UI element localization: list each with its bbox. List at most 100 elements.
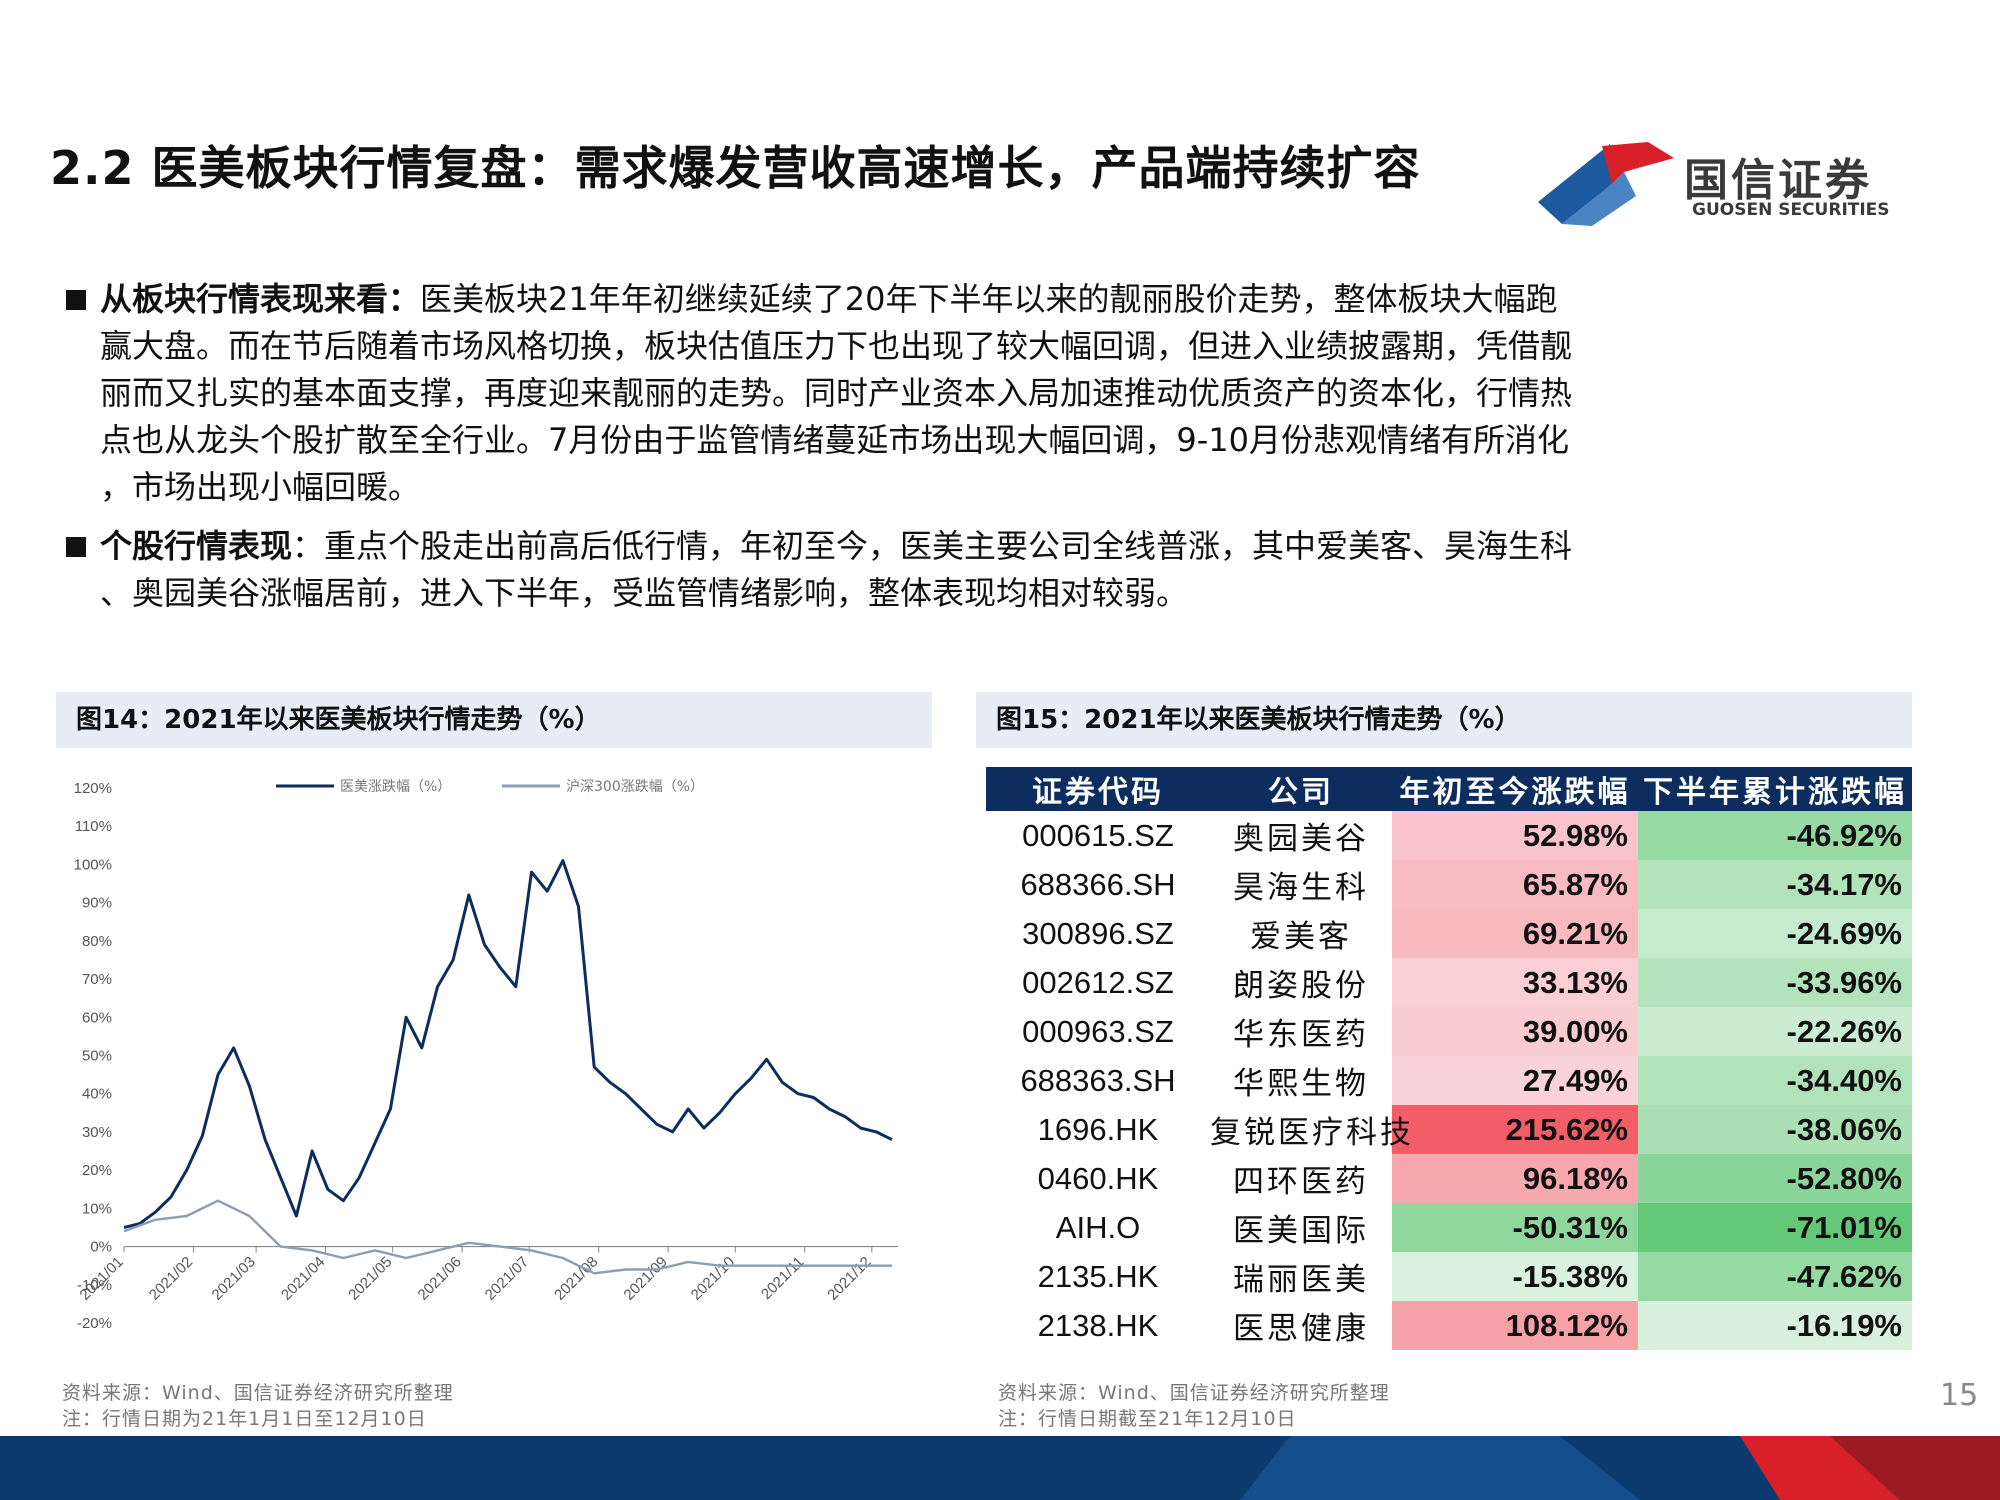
cell-ytd: -15.38%: [1392, 1252, 1638, 1301]
bullet-list: 从板块行情表现来看：医美板块21年年初继续延续了20年下半年以来的靓丽股价走势，…: [62, 276, 1902, 629]
cell-code: 300896.SZ: [1022, 915, 1174, 951]
cell-company: 昊海生科: [1233, 870, 1369, 906]
header-company: 公司: [1210, 767, 1392, 811]
fig14-source: 资料来源：Wind、国信证券经济研究所整理: [62, 1382, 454, 1404]
bullet-line: 、奥园美谷涨幅居前，进入下半年，受监管情绪影响，整体表现均相对较弱。: [100, 574, 1189, 612]
cell-company: 瑞丽医美: [1233, 1262, 1369, 1298]
cell-company: 华东医药: [1233, 1017, 1369, 1053]
table-row: 2138.HK 医思健康 108.12% -16.19%: [986, 1301, 1912, 1350]
page-number: 15: [1940, 1378, 1979, 1413]
bullet-sector-performance: 从板块行情表现来看：医美板块21年年初继续延续了20年下半年以来的靓丽股价走势，…: [62, 276, 1902, 511]
x-tick-label: 2021/04: [278, 1253, 328, 1303]
table-header-row: 证券代码 公司 年初至今涨跌幅 下半年累计涨跌幅: [986, 767, 1912, 811]
fig14-note: 注：行情日期为21年1月1日至12月10日: [62, 1408, 427, 1430]
bullet-line: 丽而又扎实的基本面支撑，再度迎来靓丽的走势。同时产业资本入局加速推动优质资产的资…: [100, 374, 1573, 412]
y-tick-label: 60%: [82, 1009, 112, 1026]
cell-h2: -33.96%: [1638, 958, 1912, 1007]
guosen-logo-icon: [1538, 142, 1674, 226]
table-row: 688366.SH 昊海生科 65.87% -34.17%: [986, 860, 1912, 909]
cell-code: 2135.HK: [1037, 1258, 1159, 1294]
cell-company: 爱美客: [1250, 919, 1352, 955]
x-tick-label: 2021/10: [688, 1253, 738, 1303]
page-title: 2.2 医美板块行情复盘：需求爆发营收高速增长，产品端持续扩容: [50, 141, 1421, 195]
y-tick-label: 70%: [82, 971, 112, 988]
cell-h2: -34.40%: [1638, 1056, 1912, 1105]
cell-h2: -22.26%: [1638, 1007, 1912, 1056]
cell-h2: -71.01%: [1638, 1203, 1912, 1252]
y-tick-label: 90%: [82, 895, 112, 912]
logo-name: 国信证券: [1684, 155, 1872, 206]
cell-ytd: 215.62%: [1392, 1105, 1638, 1154]
table-row: 300896.SZ 爱美客 69.21% -24.69%: [986, 909, 1912, 958]
fig15-title: 图15：2021年以来医美板块行情走势（%）: [976, 692, 1912, 748]
cell-h2: -24.69%: [1638, 909, 1912, 958]
cell-h2: -34.17%: [1638, 860, 1912, 909]
y-tick-label: 110%: [75, 818, 112, 835]
cell-ytd: 52.98%: [1392, 811, 1638, 860]
x-tick-label: 2021/11: [758, 1253, 808, 1303]
table-row: 688363.SH 华熙生物 27.49% -34.40%: [986, 1056, 1912, 1105]
table-row: 002612.SZ 朗姿股份 33.13% -33.96%: [986, 958, 1912, 1007]
x-tick-label: 2021/02: [146, 1253, 196, 1303]
bullet-lead: 从板块行情表现来看：: [100, 280, 421, 318]
legend-label: 医美涨跌幅（%）: [340, 779, 451, 795]
series-line-medical-aesthetics: [123, 859, 893, 1229]
cell-company: 复锐医疗科技: [1210, 1115, 1414, 1151]
cell-code: 000963.SZ: [1022, 1013, 1174, 1049]
x-tick-label: 2021/08: [551, 1253, 601, 1303]
cell-company: 医美国际: [1233, 1213, 1369, 1249]
sector-trend-chart: -20% -10% 0% 10% 20% 30% 40% 50% 60% 70% 80% 90% 100…: [74, 779, 898, 1332]
fig14-title: 图14：2021年以来医美板块行情走势（%）: [56, 692, 932, 748]
cell-company: 四环医药: [1233, 1164, 1369, 1200]
cell-ytd: 96.18%: [1392, 1154, 1638, 1203]
footer-band: [0, 1436, 2000, 1500]
logo-subtitle: GUOSEN SECURITIES: [1692, 200, 1890, 220]
table-row: 000963.SZ 华东医药 39.00% -22.26%: [986, 1007, 1912, 1056]
x-tick-label: 2021/06: [415, 1253, 465, 1303]
y-tick-label: 0%: [90, 1239, 112, 1256]
y-tick-label: 80%: [82, 933, 112, 950]
cell-ytd: 27.49%: [1392, 1056, 1638, 1105]
cell-h2: -46.92%: [1638, 811, 1912, 860]
y-tick-label: -10%: [77, 1277, 112, 1294]
fig15-source: 资料来源：Wind、国信证券经济研究所整理: [998, 1382, 1390, 1404]
stock-performance-table: 证券代码 公司 年初至今涨跌幅 下半年累计涨跌幅 000615.SZ 奥园美谷 52…: [986, 767, 1912, 1350]
header-code: 证券代码: [986, 767, 1210, 811]
cell-h2: -47.62%: [1638, 1252, 1912, 1301]
table-row: 000615.SZ 奥园美谷 52.98% -46.92%: [986, 811, 1912, 860]
bullet-lead: 个股行情表现: [100, 527, 293, 565]
legend-label: 沪深300涨跌幅（%）: [566, 779, 704, 795]
bullet-square-icon: [66, 537, 86, 557]
table-row: AIH.O 医美国际 -50.31% -71.01%: [986, 1203, 1912, 1252]
cell-code: 0460.HK: [1037, 1160, 1159, 1196]
guosen-logo: 国信证券 GUOSEN SECURITIES: [1532, 138, 1892, 228]
x-tick-label: 2021/07: [482, 1253, 532, 1303]
cell-company: 奥园美谷: [1233, 821, 1369, 857]
x-tick-label: 2021/03: [209, 1253, 259, 1303]
x-tick-label: 2021/12: [824, 1253, 874, 1303]
y-tick-label: 10%: [82, 1200, 112, 1217]
y-tick-label: 50%: [82, 1048, 112, 1065]
bullet-stock-performance: 个股行情表现：重点个股走出前高后低行情，年初至今，医美主要公司全线普涨，其中爱美…: [62, 523, 1902, 617]
header-ytd: 年初至今涨跌幅: [1392, 767, 1638, 811]
cell-ytd: 108.12%: [1392, 1301, 1638, 1350]
cell-ytd: 33.13%: [1392, 958, 1638, 1007]
series-line-csi300: [123, 1199, 892, 1275]
fig14-notes: 资料来源：Wind、国信证券经济研究所整理 注：行情日期为21年1月1日至12月…: [62, 1380, 454, 1432]
cell-code: 2138.HK: [1037, 1307, 1159, 1343]
cell-code: 688366.SH: [1020, 866, 1176, 902]
cell-code: 1696.HK: [1037, 1111, 1159, 1147]
cell-h2: -16.19%: [1638, 1301, 1912, 1350]
x-tick-label: 2021/09: [621, 1253, 671, 1303]
cell-ytd: 69.21%: [1392, 909, 1638, 958]
bullet-line: 点也从龙头个股扩散至全行业。7月份由于监管情绪蔓延市场出现大幅回调，9-10月份…: [100, 421, 1569, 459]
cell-ytd: -50.31%: [1392, 1203, 1638, 1252]
y-tick-label: 40%: [82, 1086, 112, 1103]
fig15-notes: 资料来源：Wind、国信证券经济研究所整理 注：行情日期截至21年12月10日: [998, 1380, 1390, 1432]
cell-code: 688363.SH: [1020, 1062, 1176, 1098]
cell-ytd: 65.87%: [1392, 860, 1638, 909]
table-row: 0460.HK 四环医药 96.18% -52.80%: [986, 1154, 1912, 1203]
y-tick-label: 30%: [82, 1124, 112, 1141]
cell-company: 朗姿股份: [1233, 968, 1369, 1004]
cell-h2: -38.06%: [1638, 1105, 1912, 1154]
